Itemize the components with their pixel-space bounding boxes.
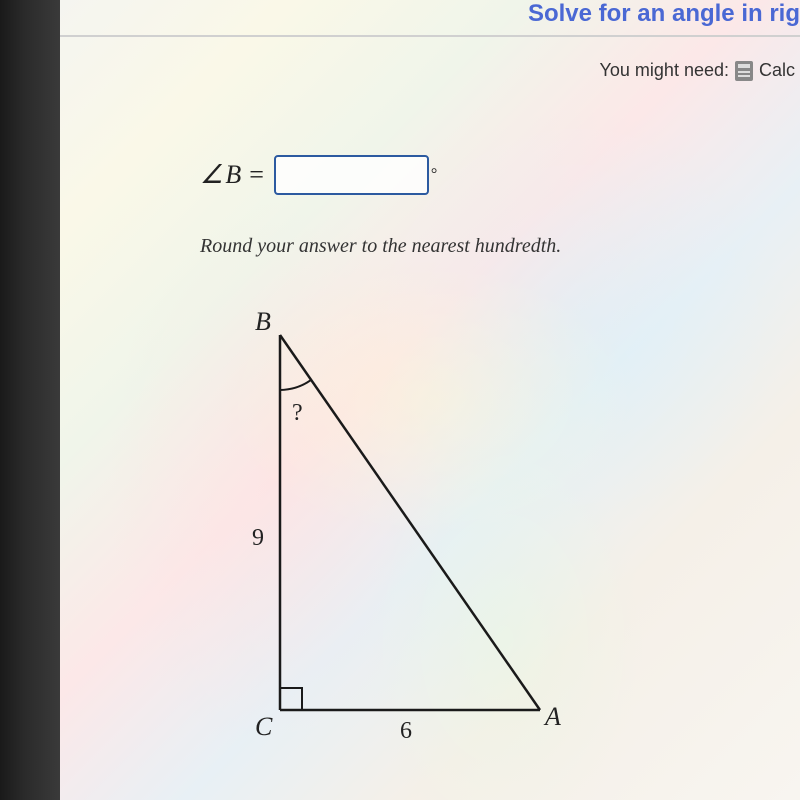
angle-b-arc (280, 380, 311, 390)
right-angle-marker (280, 688, 302, 710)
triangle-diagram: B C A 9 6 ? (220, 300, 620, 750)
angle-symbol: ∠ (200, 160, 223, 190)
vertex-c-label: C (255, 712, 273, 741)
vertex-b-label: B (255, 307, 271, 336)
header-divider (60, 35, 800, 37)
triangle-svg: B C A 9 6 ? (220, 300, 620, 750)
screen-bezel (0, 0, 60, 800)
angle-b-question: ? (292, 400, 303, 426)
hint-label: You might need: (600, 60, 729, 81)
hint-bar: You might need: Calc (600, 60, 795, 81)
content-area: Solve for an angle in rig You might need… (60, 0, 800, 800)
angle-answer-input[interactable] (274, 155, 429, 195)
calculator-icon[interactable] (735, 61, 753, 81)
side-ab (280, 335, 540, 710)
answer-row: ∠ B = ° (200, 155, 437, 195)
hint-tool[interactable]: Calc (759, 60, 795, 81)
angle-letter: B (225, 160, 241, 190)
instruction-text: Round your answer to the nearest hundred… (200, 235, 561, 258)
degree-symbol: ° (431, 166, 437, 184)
side-ca-label: 6 (400, 718, 412, 744)
equals-sign: = (249, 160, 264, 190)
page-title-partial: Solve for an angle in rig (528, 0, 800, 33)
side-bc-label: 9 (252, 525, 264, 551)
vertex-a-label: A (543, 702, 561, 731)
